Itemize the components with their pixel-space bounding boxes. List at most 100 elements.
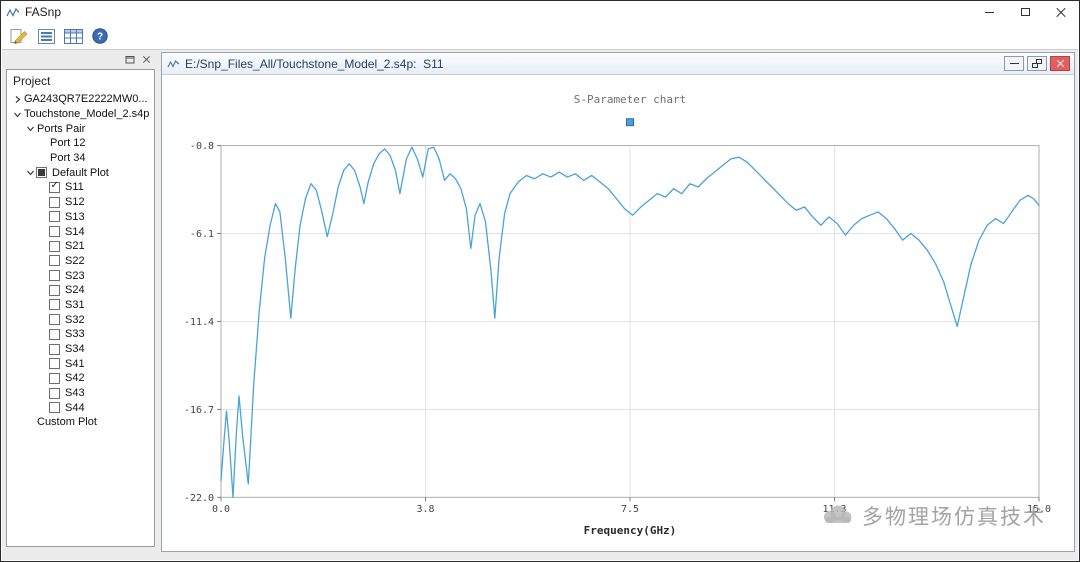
plot-window-titlebar[interactable]: E:/Snp_Files_All/Touchstone_Model_2.s4p:… (162, 53, 1074, 75)
minimize-icon (984, 11, 994, 13)
project-tree: GA243QR7E2222MW0... Touchstone_Model_2.s4… (7, 92, 154, 430)
close-icon (1057, 60, 1064, 67)
checkbox-s23[interactable] (49, 270, 60, 282)
checkbox-s13[interactable] (49, 211, 60, 223)
checkbox-s31[interactable] (49, 299, 60, 311)
plot-list-button[interactable] (38, 28, 55, 44)
tree-item-s21[interactable]: S21 (7, 239, 154, 254)
tree-label: S41 (65, 357, 85, 370)
tree-label: S42 (65, 372, 85, 385)
checkbox-s32[interactable] (49, 314, 60, 326)
watermark: 多物理场仿真技术 (819, 501, 1046, 531)
checkbox-s24[interactable] (49, 284, 60, 296)
checkbox-s21[interactable] (49, 240, 60, 252)
tree-item-default-plot[interactable]: Default Plot (7, 165, 154, 180)
close-button[interactable] (1043, 1, 1079, 23)
tree-item-s42[interactable]: S42 (7, 371, 154, 386)
project-panel-title: Project (13, 74, 51, 88)
tree-label: GA243QR7E2222MW0... (24, 93, 148, 106)
tree-label: S44 (65, 401, 85, 414)
undock-icon (125, 56, 134, 64)
tree-label: S33 (65, 328, 85, 341)
tree-label: Port 34 (50, 152, 86, 165)
watermark-text: 多物理场仿真技术 (862, 506, 1046, 529)
tree-item-s22[interactable]: S22 (7, 254, 154, 269)
svg-text:-0.8: -0.8 (190, 141, 214, 152)
dock-header (2, 51, 159, 68)
plot-restore-button[interactable] (1027, 56, 1047, 71)
svg-text:-6.1: -6.1 (190, 229, 214, 240)
table-icon (64, 28, 83, 44)
svg-text:0.0: 0.0 (212, 504, 230, 515)
tree-item-port-12[interactable]: Port 12 (7, 136, 154, 151)
svg-text:3.8: 3.8 (416, 504, 434, 515)
toolbar: ? (1, 23, 1079, 49)
tree-item-s13[interactable]: S13 (7, 210, 154, 225)
checkbox-s44[interactable] (49, 402, 60, 414)
checkbox-s14[interactable] (49, 226, 60, 238)
minimize-icon (1009, 63, 1019, 64)
dock-close-button[interactable] (140, 54, 153, 66)
tree-item-s14[interactable]: S14 (7, 224, 154, 239)
tree-label: S34 (65, 343, 85, 356)
plot-window-title: E:/Snp_Files_All/Touchstone_Model_2.s4p:… (185, 56, 444, 71)
maximize-button[interactable] (1007, 1, 1043, 23)
tree-item-ga243qr7e2222mw0[interactable]: GA243QR7E2222MW0... (7, 92, 154, 107)
workspace: Project GA243QR7E2222MW0... Touchstone_Mo… (2, 49, 1078, 560)
svg-text:15.0: 15.0 (1027, 504, 1051, 515)
svg-text:Frequency(GHz): Frequency(GHz) (584, 524, 677, 537)
plot-minimize-button[interactable] (1004, 56, 1024, 71)
tree-label: S11 (65, 181, 84, 194)
chevron-down-icon[interactable] (24, 124, 36, 133)
checkbox-s12[interactable] (49, 196, 60, 208)
title-bar[interactable]: FASnp (1, 1, 1079, 23)
chevron-down-icon[interactable] (24, 168, 36, 177)
plot-window-controls (1004, 56, 1071, 71)
tree-item-s12[interactable]: S12 (7, 195, 154, 210)
checkbox-s22[interactable] (49, 255, 60, 267)
plot-list-icon (38, 28, 55, 44)
chevron-down-icon[interactable] (11, 110, 23, 119)
edit-button[interactable] (10, 28, 29, 44)
app-icon (6, 7, 20, 18)
tree-item-s23[interactable]: S23 (7, 268, 154, 283)
checkbox-s34[interactable] (49, 343, 60, 355)
tree-item-s33[interactable]: S33 (7, 327, 154, 342)
tree-item-s34[interactable]: S34 (7, 342, 154, 357)
tree-item-custom-plot[interactable]: Custom Plot (7, 415, 154, 430)
tree-item-port-34[interactable]: Port 34 (7, 151, 154, 166)
checkbox-s43[interactable] (49, 387, 60, 399)
close-icon (143, 56, 150, 63)
tree-item-s24[interactable]: S24 (7, 283, 154, 298)
tree-item-s41[interactable]: S41 (7, 356, 154, 371)
tree-label: Default Plot (52, 166, 109, 179)
checkbox-s11[interactable] (49, 180, 60, 193)
chart-window-icon (167, 59, 180, 69)
checkbox-s33[interactable] (49, 328, 60, 340)
help-button[interactable]: ? (92, 28, 108, 44)
svg-text:7.5: 7.5 (621, 504, 639, 515)
tree-item-s11[interactable]: S11 (7, 180, 154, 195)
table-button[interactable] (64, 28, 83, 44)
checkbox-s41[interactable] (49, 358, 60, 370)
app-title: FASnp (25, 5, 62, 19)
undock-button[interactable] (123, 54, 136, 66)
minimize-button[interactable] (971, 1, 1007, 23)
plot-close-button[interactable] (1050, 56, 1070, 71)
tree-item-ports-pair[interactable]: Ports Pair (7, 121, 154, 136)
svg-text:-16.7: -16.7 (184, 405, 214, 416)
tree-item-s31[interactable]: S31 (7, 298, 154, 313)
close-icon (1056, 7, 1066, 17)
tree-item-s32[interactable]: S32 (7, 312, 154, 327)
chevron-right-icon[interactable] (11, 95, 23, 104)
tree-item-touchstone-model-2-s4p[interactable]: Touchstone_Model_2.s4p (7, 107, 154, 122)
checkbox-default-plot[interactable] (36, 167, 47, 179)
checkbox-s42[interactable] (49, 372, 60, 384)
plot-window-client: 0.03.87.511.315.0-0.8-6.1-11.4-16.7-22.0… (162, 75, 1074, 551)
tree-item-s43[interactable]: S43 (7, 386, 154, 401)
svg-text:?: ? (97, 32, 103, 43)
restore-icon (1032, 59, 1042, 68)
help-icon: ? (92, 28, 108, 44)
tree-item-s44[interactable]: S44 (7, 400, 154, 415)
